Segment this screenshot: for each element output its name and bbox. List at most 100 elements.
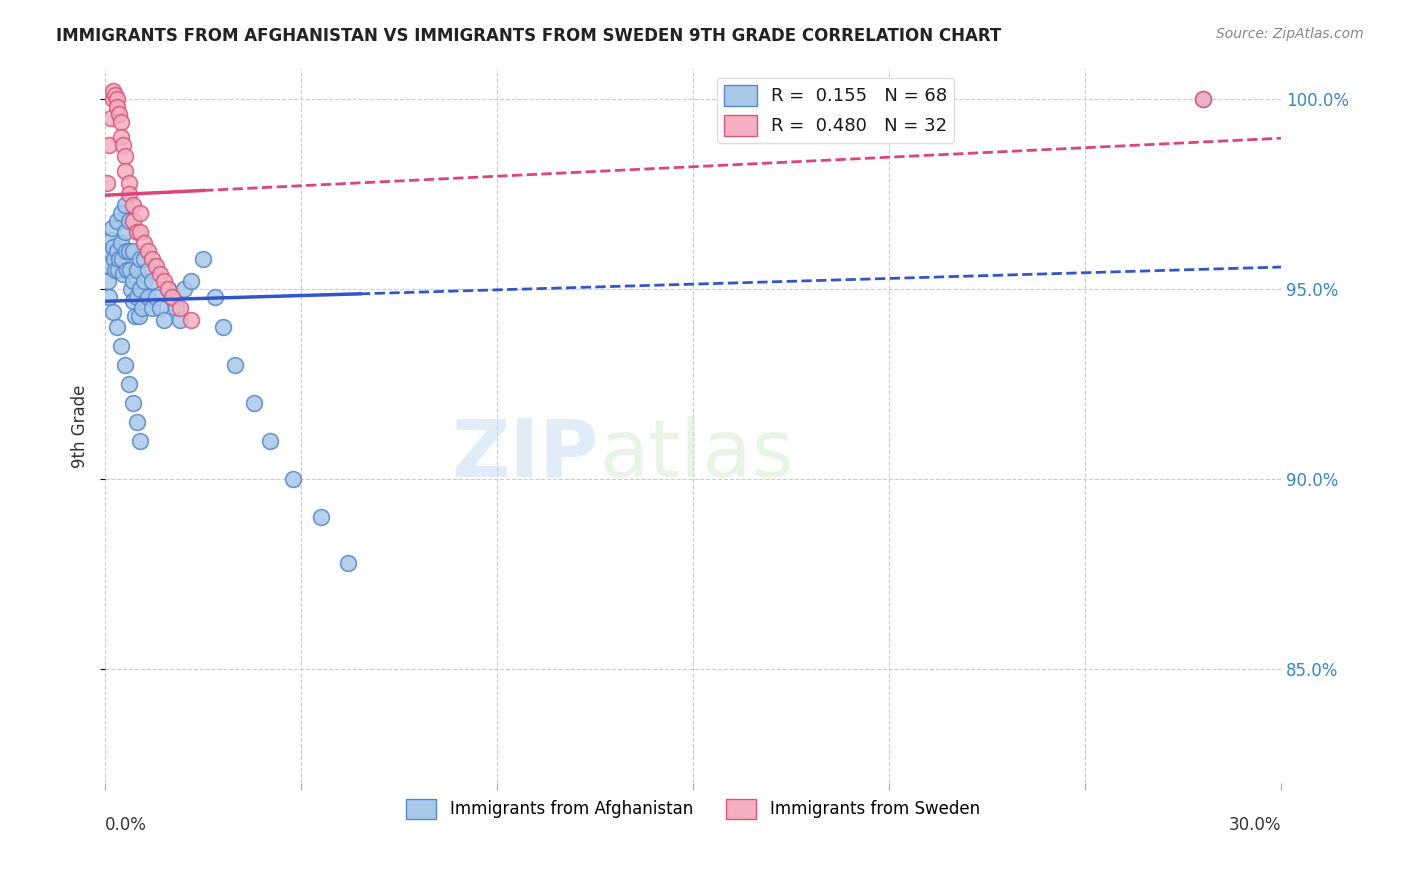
Point xyxy=(134,275,156,289)
Point xyxy=(136,263,159,277)
Point xyxy=(131,301,153,315)
Point xyxy=(100,111,122,125)
Point xyxy=(149,267,172,281)
Point xyxy=(121,396,143,410)
Point xyxy=(141,252,163,266)
Point xyxy=(104,263,127,277)
Point xyxy=(120,282,142,296)
Point xyxy=(104,88,127,103)
Point xyxy=(110,236,132,251)
Point xyxy=(101,221,124,235)
Text: 30.0%: 30.0% xyxy=(1229,815,1281,834)
Point xyxy=(121,198,143,212)
Point xyxy=(114,149,136,163)
Point xyxy=(156,282,179,296)
Point xyxy=(110,115,132,129)
Point xyxy=(114,358,136,372)
Point xyxy=(153,312,176,326)
Text: IMMIGRANTS FROM AFGHANISTAN VS IMMIGRANTS FROM SWEDEN 9TH GRADE CORRELATION CHAR: IMMIGRANTS FROM AFGHANISTAN VS IMMIGRANT… xyxy=(56,27,1001,45)
Point xyxy=(98,137,121,152)
Point xyxy=(111,137,134,152)
Text: ZIP: ZIP xyxy=(451,416,599,493)
Point xyxy=(103,252,125,266)
Point xyxy=(105,99,128,113)
Point xyxy=(111,267,134,281)
Point xyxy=(180,275,202,289)
Point xyxy=(107,263,129,277)
Point xyxy=(145,290,167,304)
Point xyxy=(1191,92,1213,106)
Point xyxy=(165,301,187,315)
Point xyxy=(118,377,141,392)
Point xyxy=(129,206,152,220)
Point xyxy=(118,263,141,277)
Point xyxy=(149,301,172,315)
Point xyxy=(145,260,167,274)
Point xyxy=(141,301,163,315)
Point xyxy=(180,312,202,326)
Point xyxy=(114,225,136,239)
Text: 0.0%: 0.0% xyxy=(105,815,148,834)
Point xyxy=(134,236,156,251)
Point xyxy=(309,510,332,524)
Point xyxy=(134,252,156,266)
Point xyxy=(204,290,226,304)
Point xyxy=(98,290,121,304)
Point xyxy=(125,415,148,429)
Point xyxy=(136,244,159,258)
Point xyxy=(169,301,191,315)
Point xyxy=(136,290,159,304)
Point xyxy=(169,312,191,326)
Point xyxy=(121,213,143,227)
Point xyxy=(153,275,176,289)
Point xyxy=(211,320,233,334)
Point xyxy=(243,396,266,410)
Point xyxy=(98,260,121,274)
Point xyxy=(114,244,136,258)
Point xyxy=(160,290,183,304)
Point xyxy=(124,309,146,323)
Point xyxy=(128,309,150,323)
Point xyxy=(118,187,141,202)
Point xyxy=(259,434,281,449)
Point xyxy=(125,290,148,304)
Point xyxy=(101,305,124,319)
Point xyxy=(115,263,138,277)
Point xyxy=(105,92,128,106)
Point xyxy=(1191,92,1213,106)
Legend: Immigrants from Afghanistan, Immigrants from Sweden: Immigrants from Afghanistan, Immigrants … xyxy=(399,793,987,825)
Point xyxy=(105,213,128,227)
Point xyxy=(101,92,124,106)
Point xyxy=(98,244,121,258)
Point xyxy=(114,198,136,212)
Point xyxy=(114,164,136,178)
Point xyxy=(337,556,360,570)
Point xyxy=(96,176,118,190)
Text: Source: ZipAtlas.com: Source: ZipAtlas.com xyxy=(1216,27,1364,41)
Text: atlas: atlas xyxy=(599,416,793,493)
Point xyxy=(129,252,152,266)
Point xyxy=(118,213,141,227)
Point xyxy=(129,225,152,239)
Point xyxy=(224,358,246,372)
Point xyxy=(97,275,120,289)
Point xyxy=(111,252,134,266)
Point xyxy=(118,244,141,258)
Point xyxy=(110,206,132,220)
Point xyxy=(125,225,148,239)
Point xyxy=(100,233,122,247)
Point xyxy=(283,472,305,486)
Point xyxy=(160,290,183,304)
Point xyxy=(173,282,195,296)
Point xyxy=(122,293,145,308)
Point xyxy=(129,434,152,449)
Point xyxy=(121,275,143,289)
Point xyxy=(101,84,124,98)
Y-axis label: 9th Grade: 9th Grade xyxy=(72,384,89,467)
Point xyxy=(110,130,132,145)
Point xyxy=(118,176,141,190)
Point xyxy=(105,244,128,258)
Point xyxy=(156,282,179,296)
Point xyxy=(125,263,148,277)
Point xyxy=(121,244,143,258)
